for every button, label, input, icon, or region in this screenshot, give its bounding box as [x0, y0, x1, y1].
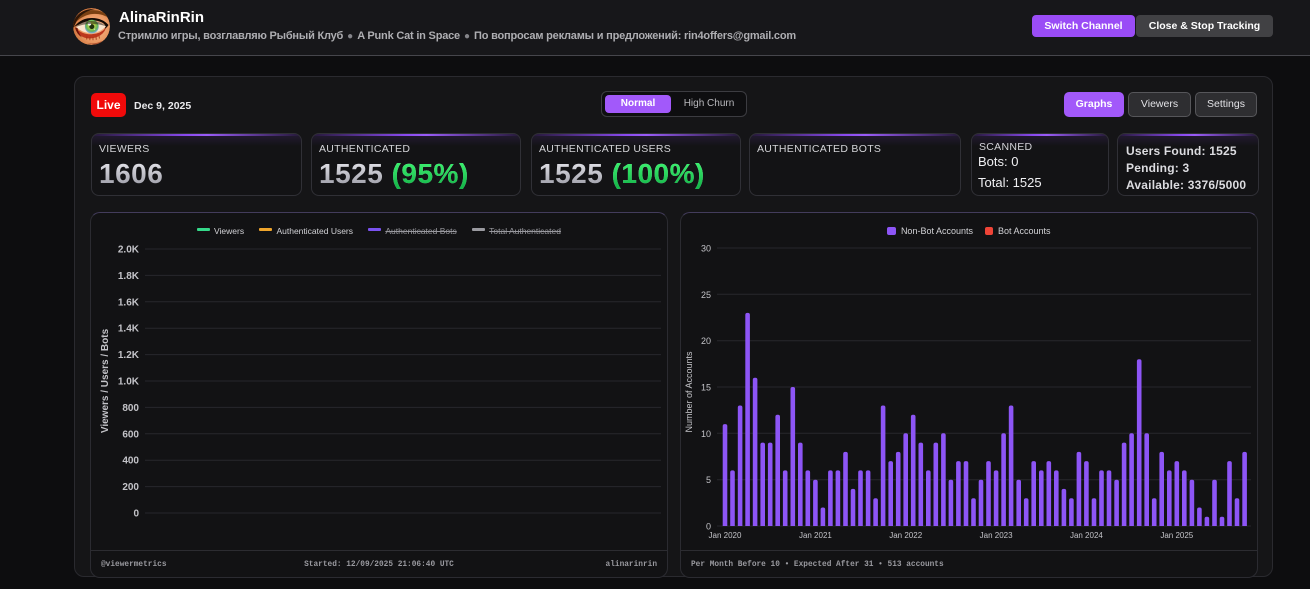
- svg-text:30: 30: [701, 244, 711, 254]
- svg-text:10: 10: [701, 429, 711, 439]
- svg-text:Jan 2022: Jan 2022: [889, 531, 922, 540]
- svg-text:800: 800: [122, 403, 139, 414]
- svg-text:2.0K: 2.0K: [118, 245, 140, 256]
- svg-text:Jan 2024: Jan 2024: [1070, 531, 1103, 540]
- svg-text:1.6K: 1.6K: [118, 297, 140, 308]
- svg-text:15: 15: [701, 383, 711, 393]
- svg-text:1.0K: 1.0K: [118, 377, 140, 388]
- svg-text:0: 0: [706, 522, 711, 532]
- svg-text:0: 0: [133, 509, 139, 520]
- svg-text:Jan 2020: Jan 2020: [709, 531, 742, 540]
- svg-text:5: 5: [706, 475, 711, 485]
- svg-text:Jan 2023: Jan 2023: [980, 531, 1013, 540]
- svg-text:20: 20: [701, 336, 711, 346]
- svg-text:25: 25: [701, 290, 711, 300]
- svg-text:Viewers / Users / Bots: Viewers / Users / Bots: [100, 328, 111, 433]
- svg-text:Jan 2021: Jan 2021: [799, 531, 832, 540]
- svg-text:600: 600: [122, 429, 139, 440]
- svg-text:Jan 2025: Jan 2025: [1160, 531, 1193, 540]
- svg-text:1.8K: 1.8K: [118, 271, 140, 282]
- svg-text:Number of Accounts: Number of Accounts: [684, 351, 694, 433]
- svg-text:1.4K: 1.4K: [118, 324, 140, 335]
- svg-text:400: 400: [122, 456, 139, 467]
- svg-text:200: 200: [122, 482, 139, 493]
- svg-text:1.2K: 1.2K: [118, 350, 140, 361]
